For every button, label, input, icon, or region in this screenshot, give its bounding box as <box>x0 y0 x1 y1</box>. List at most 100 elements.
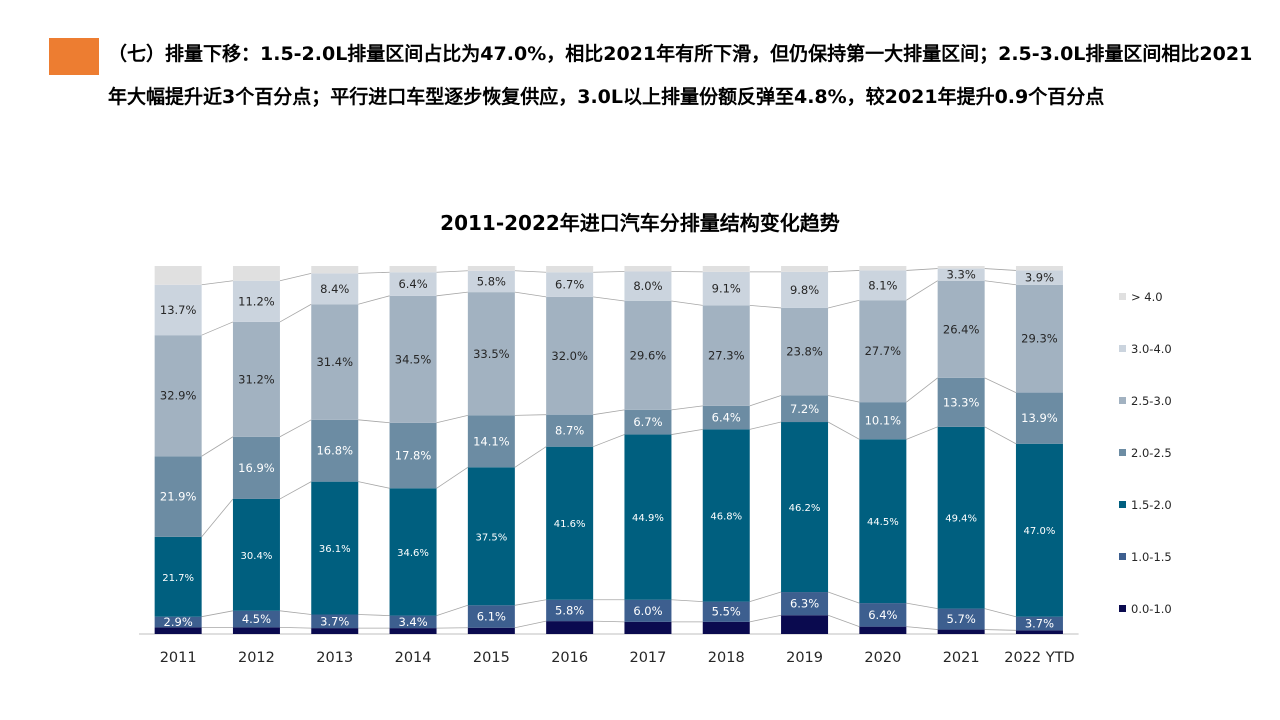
bar-segment <box>467 627 515 634</box>
bar-segment <box>1015 270 1063 285</box>
series-connector-line <box>906 377 938 403</box>
bar-segment <box>232 610 280 628</box>
data-label: 27.3% <box>708 349 745 363</box>
series-connector-line <box>671 599 703 603</box>
series-connector-line <box>514 620 547 629</box>
series-connector-line <box>984 280 1017 286</box>
series-connector-line <box>514 599 547 606</box>
data-label: 46.8% <box>710 512 742 523</box>
bar-segment <box>232 321 280 437</box>
bar-segment <box>546 621 594 634</box>
series-connector-line <box>827 395 860 403</box>
data-label: 6.1% <box>477 610 506 624</box>
bar-segment <box>467 266 515 271</box>
series-connector-line <box>749 421 782 430</box>
series-connector-line <box>279 303 312 323</box>
bar-segment <box>467 292 515 416</box>
series-connector-line <box>279 481 312 500</box>
legend-swatch <box>1119 449 1126 456</box>
bar-segment <box>859 402 907 440</box>
data-label: 29.3% <box>1021 332 1058 346</box>
series-connector-line <box>749 395 782 407</box>
bar-segment <box>702 266 750 272</box>
data-label: 49.4% <box>945 514 977 525</box>
bar-segment <box>937 426 985 609</box>
bar-segment <box>311 481 359 615</box>
data-label: 9.1% <box>712 282 741 296</box>
data-label: 6.4% <box>868 608 897 622</box>
bar-segment <box>232 498 280 611</box>
series-connector-line <box>827 421 860 440</box>
series-connector-line <box>671 405 703 411</box>
series-connector-line <box>358 481 390 489</box>
bar-segment <box>154 335 202 457</box>
bar-segment <box>467 270 515 293</box>
bar-segment <box>624 434 672 600</box>
bar-segment <box>781 615 829 634</box>
bar-segment <box>389 272 437 296</box>
bar-segment <box>389 488 437 616</box>
bar-segment <box>232 627 280 634</box>
series-connector-line <box>514 414 547 416</box>
bar-segment <box>154 284 202 336</box>
series-connector-line <box>593 271 625 273</box>
bar-segment <box>937 629 985 634</box>
bar-segment <box>859 603 907 627</box>
series-connector-line <box>984 268 1016 271</box>
x-tick-label: 2021 <box>943 650 980 666</box>
legend-swatch <box>1119 397 1126 404</box>
x-tick-label: 2018 <box>708 650 745 666</box>
bar-segment <box>311 628 359 634</box>
legend-swatch <box>1119 605 1126 612</box>
data-label: 4.5% <box>242 612 271 626</box>
series-connector-line <box>201 280 234 286</box>
bar-segment <box>624 266 672 272</box>
series-connector-line <box>984 426 1017 445</box>
x-tick-label: 2022 YTD <box>1004 650 1074 666</box>
data-label: 44.9% <box>632 513 664 524</box>
legend-swatch <box>1119 553 1126 560</box>
data-label: 47.0% <box>1024 526 1056 537</box>
bar-segment <box>859 439 907 604</box>
bar-segment <box>781 271 829 308</box>
data-label: 16.9% <box>238 461 275 475</box>
legend-swatch <box>1119 293 1126 300</box>
data-label: 8.7% <box>555 424 584 438</box>
legend-swatch <box>1119 345 1126 352</box>
bar-segment <box>702 601 750 622</box>
bar-segment <box>781 395 829 423</box>
bar-segment <box>467 467 515 606</box>
bar-segment <box>859 300 907 403</box>
series-connector-line <box>984 629 1016 631</box>
data-label: 5.8% <box>555 603 584 617</box>
data-label: 23.8% <box>786 345 823 359</box>
series-connector-line <box>201 436 234 457</box>
chart-title: 2011-2022年进口汽车分排量结构变化趋势 <box>440 211 840 235</box>
bar-segment <box>859 270 907 301</box>
legend-swatch <box>1119 501 1126 508</box>
x-tick-label: 2017 <box>629 650 666 666</box>
data-label: 6.3% <box>790 597 819 611</box>
bar-segment <box>859 626 907 634</box>
data-label: 44.5% <box>867 517 899 528</box>
series-connector-line <box>984 608 1017 618</box>
series-connector-line <box>906 602 938 610</box>
data-label: 34.5% <box>395 352 432 366</box>
bar-segment <box>311 419 359 482</box>
data-label: 2.9% <box>164 615 193 629</box>
x-tick-label: 2016 <box>551 650 588 666</box>
bar-segment <box>389 266 437 273</box>
x-tick-label: 2013 <box>316 650 353 666</box>
data-label: 8.1% <box>868 278 897 292</box>
bar-segment <box>311 266 359 274</box>
data-label: 27.7% <box>865 344 902 358</box>
series-connector-line <box>749 304 782 309</box>
bar-segment <box>311 304 359 420</box>
bar-segment <box>702 305 750 406</box>
bar-segment <box>1015 284 1063 393</box>
bar-segment <box>624 621 672 634</box>
bar-segment <box>389 628 437 634</box>
data-label: 13.3% <box>943 395 980 409</box>
bar-segment <box>311 614 359 629</box>
